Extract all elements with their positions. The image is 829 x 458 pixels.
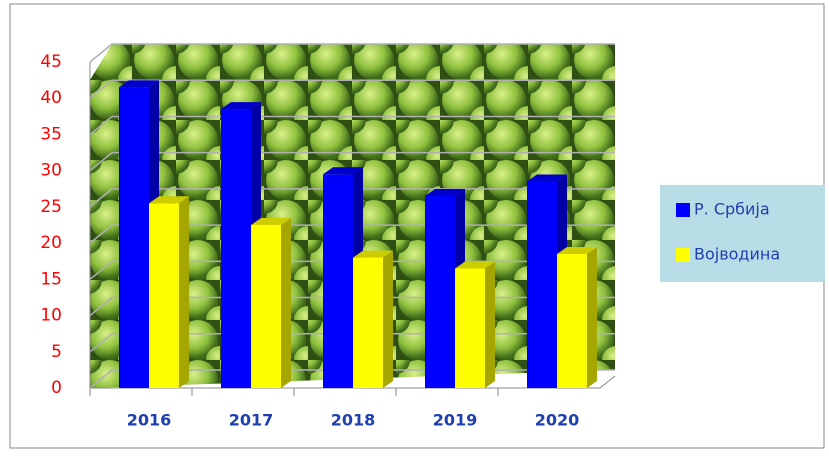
bar-side — [587, 246, 597, 388]
grid-line — [89, 188, 615, 208]
legend-box — [660, 185, 825, 282]
y-tick-label: 20 — [40, 233, 62, 253]
y-tick-label: 15 — [40, 269, 62, 289]
bar-top — [149, 196, 189, 204]
bar-top — [119, 80, 159, 88]
bar — [353, 257, 383, 388]
bar-side — [383, 250, 393, 388]
legend-swatch — [676, 248, 690, 262]
bar-top — [353, 250, 393, 258]
x-tick-label: 2018 — [331, 411, 376, 430]
y-tick-label: 40 — [40, 88, 62, 108]
bar — [527, 181, 557, 388]
bar-top — [251, 218, 291, 225]
bar-top — [527, 174, 567, 182]
grid-line — [89, 115, 615, 136]
grid-line — [89, 151, 615, 172]
bar — [221, 109, 251, 388]
grid-line — [89, 79, 615, 99]
bar-side — [281, 218, 291, 388]
bar — [149, 203, 179, 388]
plot: 0 5 10 15 20 25 30 35 40 45 2016 2017 2018 2019 2020 Р.… — [40, 43, 780, 430]
x-tick-label: 2020 — [535, 411, 580, 430]
bar-side — [179, 196, 189, 388]
bar — [425, 196, 455, 388]
y-tick-label: 0 — [51, 378, 62, 398]
legend-label: Р. Србија — [694, 200, 770, 219]
legend-label: Војводина — [694, 245, 780, 264]
bar — [251, 225, 281, 388]
y-tick-label: 30 — [40, 161, 62, 181]
legend-swatch — [676, 203, 690, 217]
x-tick-label: 2017 — [229, 411, 274, 430]
bar — [557, 253, 587, 388]
bar-top — [557, 246, 597, 254]
y-tick-label: 45 — [40, 52, 62, 72]
y-tick-label: 5 — [51, 342, 62, 362]
bar — [119, 87, 149, 388]
y-tick-label: 35 — [40, 124, 62, 144]
grid-line — [89, 43, 615, 63]
bar — [323, 174, 353, 388]
x-tick-label: 2016 — [127, 411, 172, 430]
bar-top — [323, 167, 363, 175]
y-tick-label: 25 — [40, 197, 62, 217]
x-tick-label: 2019 — [433, 411, 478, 430]
bar-top — [455, 261, 495, 269]
bar-top — [221, 102, 261, 110]
bar-side — [485, 261, 495, 388]
bar — [455, 268, 485, 388]
bar-top — [425, 189, 465, 197]
y-tick-label: 10 — [40, 306, 62, 326]
